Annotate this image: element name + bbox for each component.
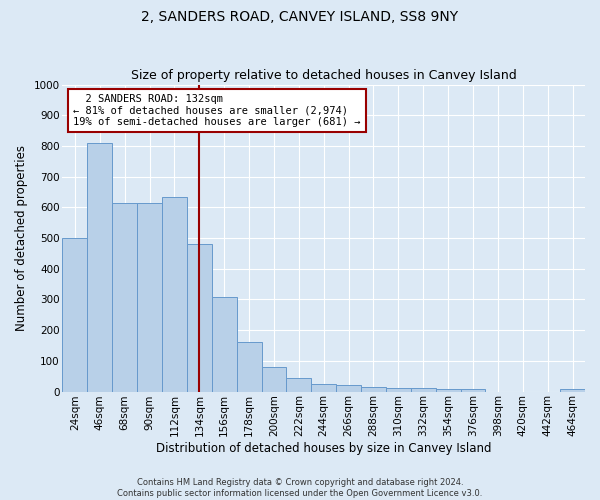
X-axis label: Distribution of detached houses by size in Canvey Island: Distribution of detached houses by size …: [156, 442, 491, 455]
Bar: [162, 196, 187, 392]
Bar: [436, 389, 461, 392]
Bar: [286, 378, 311, 392]
Title: Size of property relative to detached houses in Canvey Island: Size of property relative to detached ho…: [131, 69, 517, 82]
Bar: [236, 342, 262, 392]
Bar: [411, 388, 436, 392]
Bar: [560, 389, 585, 392]
Bar: [187, 244, 212, 392]
Bar: [262, 367, 286, 392]
Y-axis label: Number of detached properties: Number of detached properties: [15, 145, 28, 331]
Bar: [461, 390, 485, 392]
Bar: [336, 386, 361, 392]
Bar: [88, 144, 112, 392]
Bar: [311, 384, 336, 392]
Bar: [112, 202, 137, 392]
Bar: [212, 297, 236, 392]
Text: 2, SANDERS ROAD, CANVEY ISLAND, SS8 9NY: 2, SANDERS ROAD, CANVEY ISLAND, SS8 9NY: [142, 10, 458, 24]
Bar: [62, 238, 88, 392]
Text: 2 SANDERS ROAD: 132sqm
← 81% of detached houses are smaller (2,974)
19% of semi-: 2 SANDERS ROAD: 132sqm ← 81% of detached…: [73, 94, 361, 127]
Bar: [386, 388, 411, 392]
Bar: [361, 387, 386, 392]
Text: Contains HM Land Registry data © Crown copyright and database right 2024.
Contai: Contains HM Land Registry data © Crown c…: [118, 478, 482, 498]
Bar: [137, 202, 162, 392]
